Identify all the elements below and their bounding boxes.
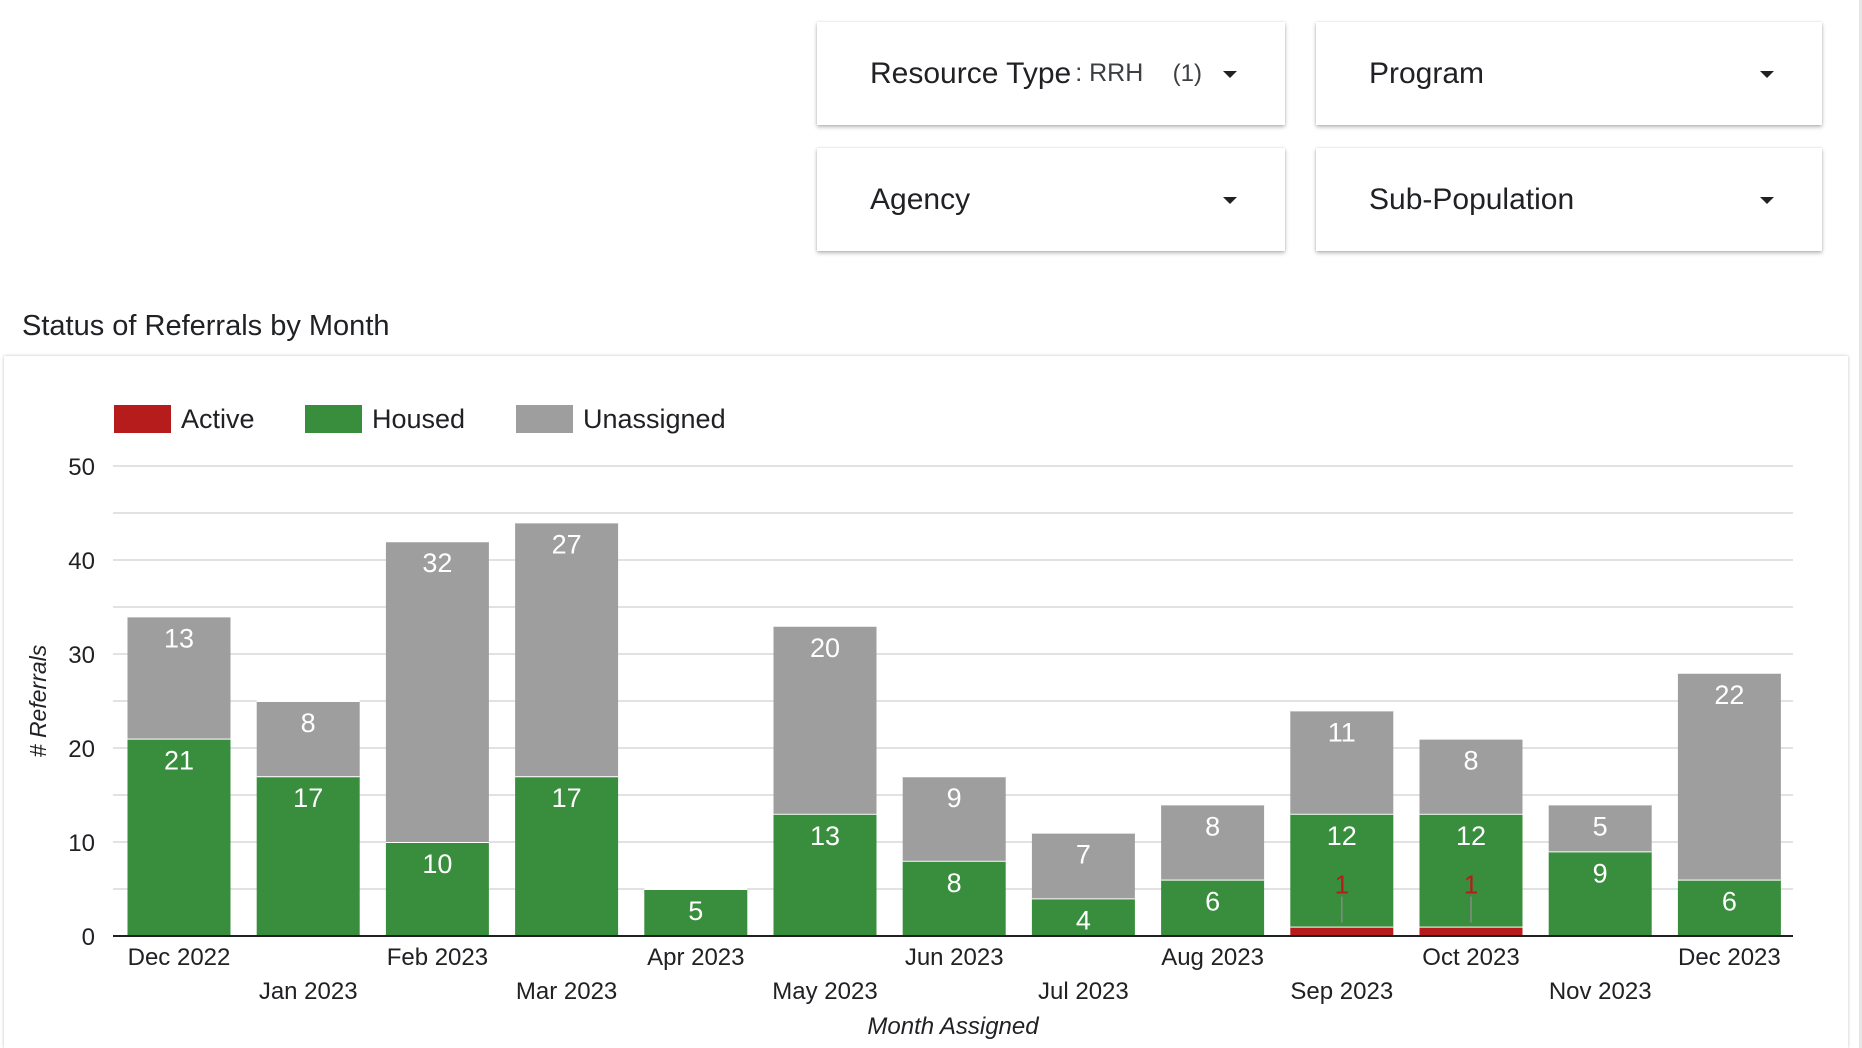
agency-filter[interactable]: Agency — [817, 148, 1285, 251]
y-tick-label: 10 — [68, 830, 95, 857]
bar-housed — [1031, 898, 1135, 936]
data-label-unassigned: 22 — [1714, 680, 1744, 710]
sub-population-label: Sub-Population — [1369, 182, 1575, 216]
legend-label-housed: Housed — [372, 404, 465, 434]
y-axis-label: # Referrals — [25, 644, 51, 757]
y-tick-label: 20 — [68, 736, 95, 763]
bar-unassigned — [385, 541, 489, 842]
bar-unassigned — [1548, 804, 1652, 852]
data-label-housed: 8 — [947, 868, 962, 898]
legend-swatch-active — [114, 405, 171, 433]
bar-unassigned — [1677, 672, 1781, 880]
bar-unassigned — [127, 616, 231, 739]
legend-swatch-housed — [305, 405, 362, 433]
bar-unassigned — [1290, 710, 1394, 814]
data-label-housed: 17 — [552, 783, 582, 813]
x-tick-label: Jan 2023 — [259, 978, 358, 1005]
x-tick-label: Aug 2023 — [1161, 944, 1264, 971]
scrollbar-edge — [1859, 0, 1862, 1048]
bar-unassigned — [256, 701, 360, 777]
bar-housed — [902, 860, 1006, 936]
bar-active — [1419, 926, 1523, 936]
data-label-unassigned: 8 — [301, 708, 316, 738]
bar-unassigned — [1031, 832, 1135, 899]
data-label-housed: 21 — [164, 746, 194, 776]
data-label-unassigned: 5 — [1593, 811, 1608, 841]
data-label-unassigned: 32 — [422, 548, 452, 578]
bar-housed — [1677, 879, 1781, 936]
bar-active — [1290, 926, 1394, 936]
x-tick-label: Mar 2023 — [516, 978, 617, 1005]
dropdown-caret-icon — [1223, 196, 1237, 204]
data-label-housed: 12 — [1456, 821, 1486, 851]
data-label-unassigned: 7 — [1076, 840, 1091, 870]
data-label-housed: 4 — [1076, 905, 1091, 935]
data-label-housed: 6 — [1205, 887, 1220, 917]
bar-unassigned — [773, 625, 877, 814]
y-tick-label: 40 — [68, 548, 95, 575]
x-tick-label: Dec 2023 — [1678, 944, 1781, 971]
data-label-unassigned: 9 — [947, 783, 962, 813]
program-label: Program — [1369, 56, 1485, 90]
data-label-unassigned: 8 — [1463, 746, 1478, 776]
bar-unassigned — [1161, 804, 1265, 880]
y-tick-label: 50 — [68, 454, 95, 481]
data-label-housed: 6 — [1722, 887, 1737, 917]
chart-title: Status of Referrals by Month — [22, 310, 390, 342]
x-tick-label: Sep 2023 — [1290, 978, 1393, 1005]
bar-unassigned — [1419, 738, 1523, 814]
bar-housed — [515, 776, 619, 936]
data-label-housed: 9 — [1593, 858, 1608, 888]
sub-population-filter[interactable]: Sub-Population — [1316, 148, 1822, 251]
data-label-unassigned: 11 — [1328, 717, 1356, 747]
agency-label: Agency — [870, 182, 971, 216]
x-tick-label: May 2023 — [772, 978, 877, 1005]
bar-housed — [256, 776, 360, 936]
program-filter[interactable]: Program — [1316, 22, 1822, 125]
resource-type-filter[interactable]: Resource Type : RRH (1) — [817, 22, 1285, 125]
data-label-unassigned: 20 — [810, 633, 840, 663]
x-axis-label: Month Assigned — [867, 1013, 1039, 1040]
bar-housed — [1161, 879, 1265, 936]
y-tick-label: 30 — [68, 642, 95, 669]
data-label-active: 1 — [1464, 870, 1478, 900]
x-tick-label: Nov 2023 — [1549, 978, 1652, 1005]
data-label-housed: 10 — [422, 849, 452, 879]
legend-label-active: Active — [181, 404, 255, 434]
resource-type-count: (1) — [1172, 59, 1202, 87]
bar-housed — [385, 842, 489, 936]
x-tick-label: Apr 2023 — [647, 944, 744, 971]
bar-housed — [1548, 851, 1652, 936]
bar-housed — [644, 889, 748, 936]
data-label-housed: 13 — [810, 821, 840, 851]
x-tick-label: Dec 2022 — [128, 944, 231, 971]
resource-type-value: : RRH — [1075, 59, 1144, 87]
data-label-housed: 5 — [688, 896, 703, 926]
data-label-unassigned: 27 — [552, 529, 582, 559]
data-label-unassigned: 13 — [164, 623, 194, 653]
bar-unassigned — [515, 522, 619, 777]
dropdown-caret-icon — [1760, 196, 1774, 204]
bar-housed — [127, 738, 231, 936]
x-tick-label: Oct 2023 — [1422, 944, 1519, 971]
data-label-housed: 12 — [1327, 821, 1357, 851]
resource-type-label: Resource Type — [870, 56, 1072, 90]
data-label-unassigned: 8 — [1205, 811, 1220, 841]
legend-label-unassigned: Unassigned — [583, 404, 726, 434]
bar-unassigned — [902, 776, 1006, 861]
data-label-active: 1 — [1335, 870, 1349, 900]
x-tick-label: Jul 2023 — [1038, 978, 1129, 1005]
dropdown-caret-icon — [1760, 70, 1774, 78]
dropdown-caret-icon — [1223, 70, 1237, 78]
y-tick-label: 0 — [82, 924, 95, 951]
x-tick-label: Feb 2023 — [387, 944, 488, 971]
data-label-housed: 17 — [293, 783, 323, 813]
legend-swatch-unassigned — [516, 405, 573, 433]
bar-housed — [773, 813, 877, 936]
x-tick-label: Jun 2023 — [905, 944, 1004, 971]
